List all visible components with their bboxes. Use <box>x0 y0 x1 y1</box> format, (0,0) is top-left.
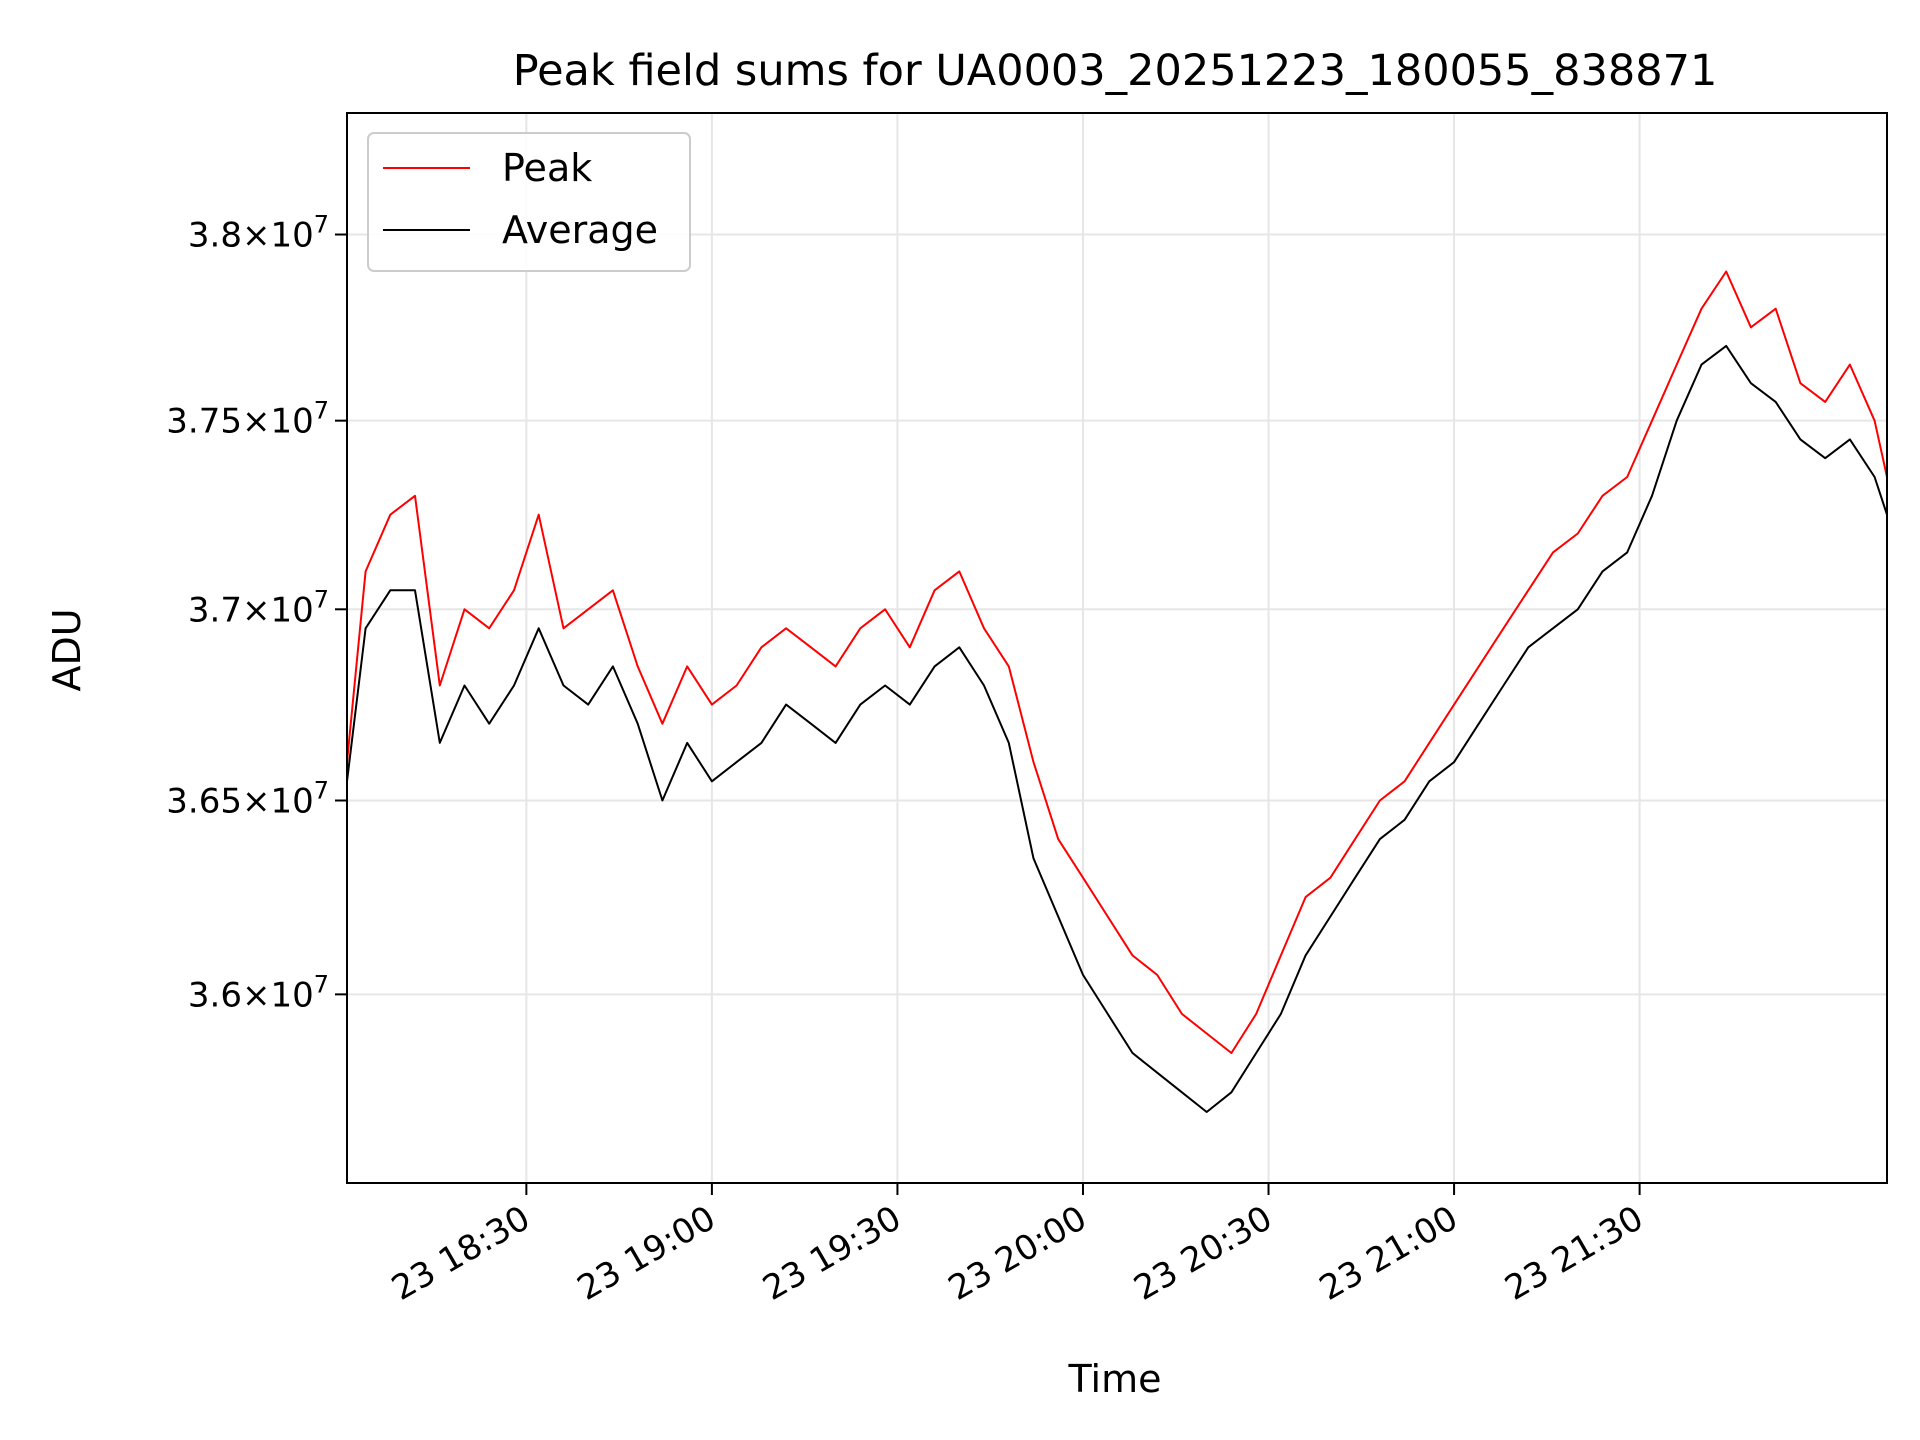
x-axis-label: Time <box>1068 1357 1162 1401</box>
y-tick-label: 3.6×107 <box>188 970 329 1015</box>
legend: Peak Average <box>367 132 691 272</box>
y-tick-label: 3.7×107 <box>188 585 329 630</box>
grid-group <box>347 113 1887 1183</box>
plot-frame <box>346 112 1888 1184</box>
chart-title: Peak field sums for UA0003_20251223_1800… <box>513 46 1718 96</box>
y-tick-label: 3.8×107 <box>188 211 329 256</box>
y-tick-label: 3.75×107 <box>166 397 329 442</box>
legend-average-label: Average <box>502 208 658 252</box>
series-group <box>346 270 1888 1113</box>
legend-peak-label: Peak <box>502 146 592 190</box>
series-line-peak <box>346 270 1888 1054</box>
y-tick-label: 3.65×107 <box>166 777 329 822</box>
y-axis-label: ADU <box>45 608 89 691</box>
series-line-average <box>346 344 1888 1113</box>
y-axis: 3.6×107 3.65×107 3.7×107 3.75×107 3.8×107 <box>166 211 347 1015</box>
